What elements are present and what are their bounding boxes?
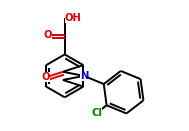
Text: N: N (80, 71, 88, 81)
Text: O: O (41, 72, 50, 82)
Text: Cl: Cl (91, 108, 102, 118)
Text: O: O (43, 30, 52, 40)
Text: OH: OH (65, 13, 81, 23)
